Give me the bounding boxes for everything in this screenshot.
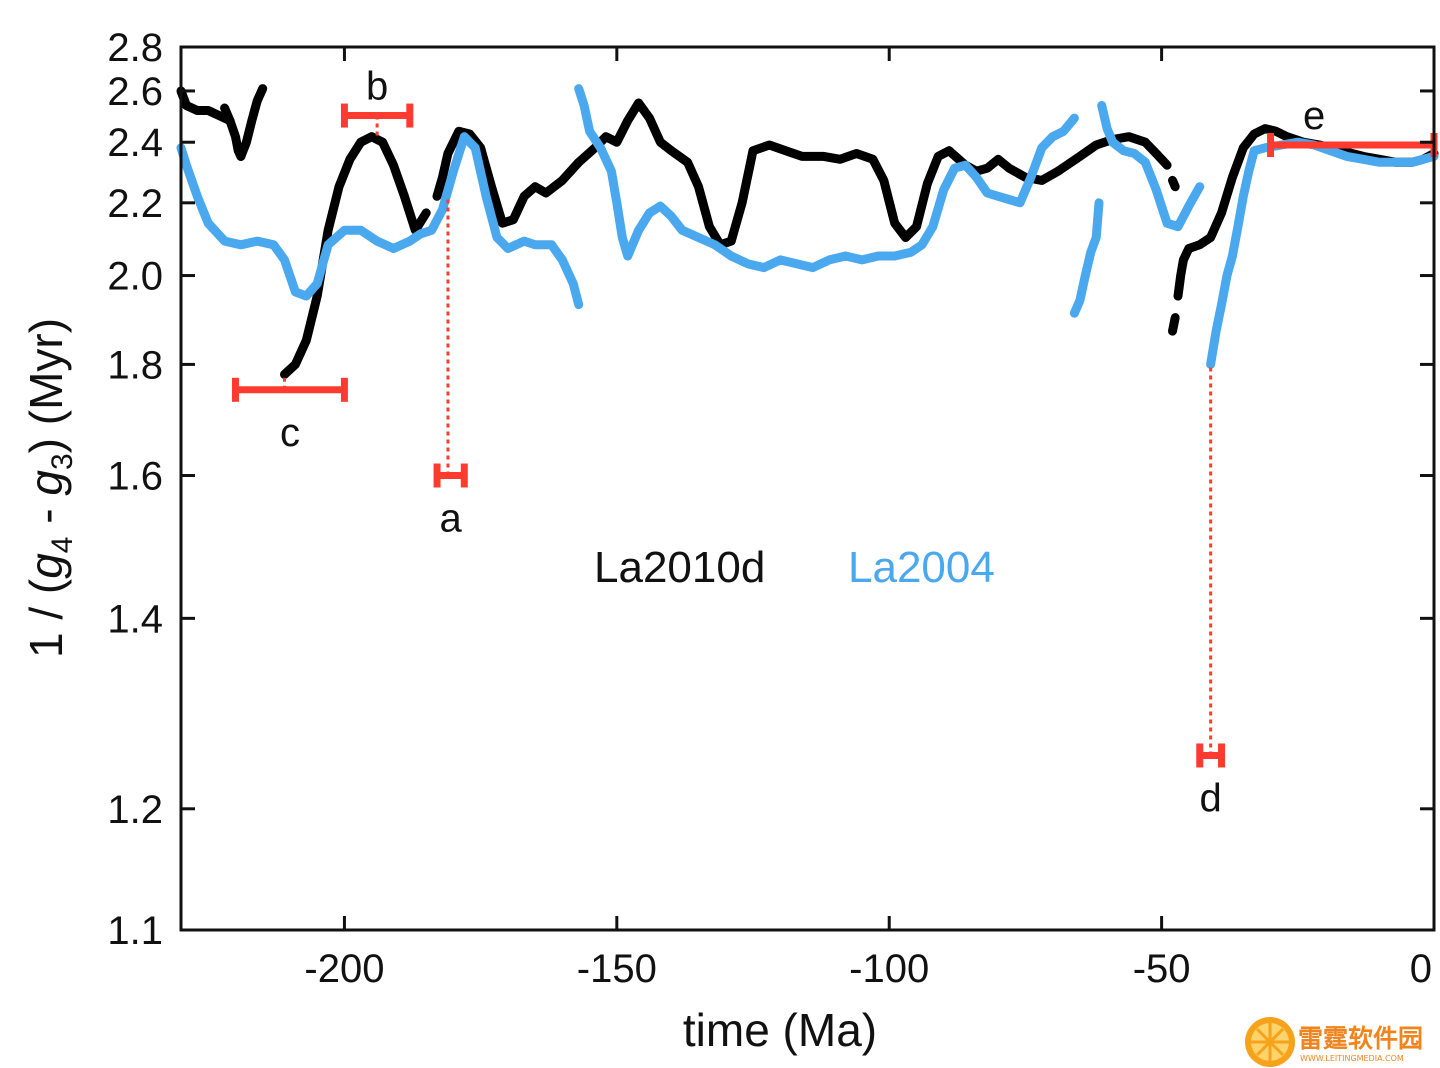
annotation-c: c [231, 374, 348, 455]
series-la2004 [176, 84, 1439, 369]
y-tick-label: 2.0 [107, 255, 163, 299]
annotation-label: a [440, 497, 463, 541]
series-line-segment [236, 84, 268, 161]
series-line-segment [432, 98, 1172, 250]
annotation-label: c [280, 411, 300, 455]
y-tick-label: 1.8 [107, 343, 163, 387]
ticks-layer: 1.1 1.2 1.4 1.6 1.8 2.0 2.2 2.4 2.62.8 -200 -150 -1… [107, 26, 1436, 991]
y-tick-label: 1.4 [107, 597, 163, 641]
series-line-segment [1097, 101, 1205, 232]
series-line-segment [280, 132, 431, 379]
watermark-name: 雷霆软件园 [1298, 1024, 1423, 1053]
series-line-segment [1173, 124, 1439, 301]
y-tick-label: 1.1 [107, 909, 163, 953]
series-line-segment [1168, 175, 1180, 192]
x-tick-label: -100 [849, 947, 929, 991]
orange-slice-icon [1245, 1017, 1295, 1067]
annotation-a: a [433, 196, 468, 541]
annotation-label: e [1303, 94, 1325, 138]
series-layer [176, 84, 1439, 379]
watermark: 雷霆软件园 WWW.LEITINGMEDIA.COM [1245, 1017, 1423, 1067]
y-tick-label: 2.8 [107, 26, 163, 70]
y-tick-label: 1.2 [107, 788, 163, 832]
series-line-segment [220, 103, 246, 161]
series-line-segment [1069, 198, 1104, 318]
watermark-url: WWW.LEITINGMEDIA.COM [1300, 1054, 1404, 1063]
plot-frame [179, 45, 1436, 932]
y-tick-label: 1.6 [107, 455, 163, 499]
series-line-segment [1206, 137, 1439, 369]
legend-la2010d: La2010d [594, 543, 765, 592]
y-tick-label: 2.2 [107, 182, 163, 226]
series-line-segment [1168, 313, 1180, 336]
x-axis-title: time (Ma) [683, 1004, 877, 1056]
series-line-segment [574, 84, 1079, 273]
x-tick-label: -50 [1133, 947, 1191, 991]
y-tick-label: 2.4 [107, 121, 163, 165]
y-tick-label: 2.6 [107, 70, 163, 114]
annotation-label: d [1200, 776, 1222, 820]
annotation-b: b [340, 65, 414, 137]
annotation-e: e [1267, 94, 1438, 158]
series-line-segment [176, 132, 584, 310]
legend-la2004: La2004 [848, 543, 995, 592]
x-tick-label: 0 [1410, 947, 1432, 991]
annotation-label: b [366, 65, 388, 109]
annotation-layer: a b c d e [231, 65, 1438, 820]
series-line-segment [176, 86, 235, 126]
y-axis-title: 1 / (g4 - g3) (Myr) [20, 318, 79, 658]
x-tick-label: -200 [304, 947, 384, 991]
x-tick-label: -150 [577, 947, 657, 991]
annotation-d: d [1196, 364, 1226, 820]
